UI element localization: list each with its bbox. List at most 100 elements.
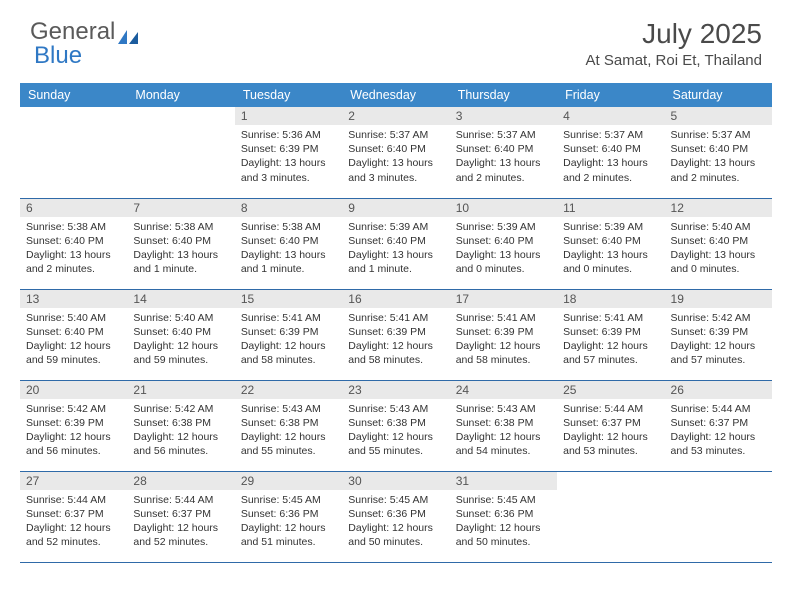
day-content: Sunrise: 5:40 AMSunset: 6:40 PMDaylight:… [20,308,127,372]
day-number: 4 [557,107,664,125]
day-content: Sunrise: 5:45 AMSunset: 6:36 PMDaylight:… [450,490,557,554]
day-content: Sunrise: 5:36 AMSunset: 6:39 PMDaylight:… [235,125,342,189]
day-cell: 20Sunrise: 5:42 AMSunset: 6:39 PMDayligh… [20,380,127,471]
day-number: 23 [342,381,449,399]
day-cell: 21Sunrise: 5:42 AMSunset: 6:38 PMDayligh… [127,380,234,471]
day-content: Sunrise: 5:37 AMSunset: 6:40 PMDaylight:… [342,125,449,189]
header: General July 2025 At Samat, Roi Et, Thai… [0,0,792,77]
empty-cell [665,471,772,562]
logo-text-right: Blue [34,42,82,70]
day-content: Sunrise: 5:39 AMSunset: 6:40 PMDaylight:… [342,217,449,281]
day-content: Sunrise: 5:45 AMSunset: 6:36 PMDaylight:… [342,490,449,554]
day-number: 5 [665,107,772,125]
day-content: Sunrise: 5:41 AMSunset: 6:39 PMDaylight:… [235,308,342,372]
day-number: 13 [20,290,127,308]
day-number: 19 [665,290,772,308]
day-number: 30 [342,472,449,490]
calendar-body: 1Sunrise: 5:36 AMSunset: 6:39 PMDaylight… [20,107,772,562]
day-number: 11 [557,199,664,217]
day-content: Sunrise: 5:39 AMSunset: 6:40 PMDaylight:… [450,217,557,281]
day-content: Sunrise: 5:45 AMSunset: 6:36 PMDaylight:… [235,490,342,554]
day-content: Sunrise: 5:44 AMSunset: 6:37 PMDaylight:… [20,490,127,554]
day-content: Sunrise: 5:41 AMSunset: 6:39 PMDaylight:… [342,308,449,372]
day-number: 3 [450,107,557,125]
empty-cell [20,107,127,198]
day-cell: 6Sunrise: 5:38 AMSunset: 6:40 PMDaylight… [20,198,127,289]
day-content: Sunrise: 5:41 AMSunset: 6:39 PMDaylight:… [450,308,557,372]
day-cell: 24Sunrise: 5:43 AMSunset: 6:38 PMDayligh… [450,380,557,471]
day-content: Sunrise: 5:41 AMSunset: 6:39 PMDaylight:… [557,308,664,372]
day-cell: 26Sunrise: 5:44 AMSunset: 6:37 PMDayligh… [665,380,772,471]
logo-text-right-wrap: Blue [34,42,82,70]
day-cell: 10Sunrise: 5:39 AMSunset: 6:40 PMDayligh… [450,198,557,289]
day-cell: 19Sunrise: 5:42 AMSunset: 6:39 PMDayligh… [665,289,772,380]
day-cell: 30Sunrise: 5:45 AMSunset: 6:36 PMDayligh… [342,471,449,562]
day-number: 24 [450,381,557,399]
day-cell: 13Sunrise: 5:40 AMSunset: 6:40 PMDayligh… [20,289,127,380]
day-cell: 3Sunrise: 5:37 AMSunset: 6:40 PMDaylight… [450,107,557,198]
day-cell: 7Sunrise: 5:38 AMSunset: 6:40 PMDaylight… [127,198,234,289]
day-cell: 1Sunrise: 5:36 AMSunset: 6:39 PMDaylight… [235,107,342,198]
weekday-header: Saturday [665,83,772,107]
day-number: 7 [127,199,234,217]
day-content: Sunrise: 5:43 AMSunset: 6:38 PMDaylight:… [342,399,449,463]
day-number: 14 [127,290,234,308]
calendar: SundayMondayTuesdayWednesdayThursdayFrid… [20,83,772,563]
day-content: Sunrise: 5:44 AMSunset: 6:37 PMDaylight:… [665,399,772,463]
day-number: 8 [235,199,342,217]
day-number: 10 [450,199,557,217]
month-title: July 2025 [586,18,762,50]
title-block: July 2025 At Samat, Roi Et, Thailand [586,18,762,69]
weekday-header: Thursday [450,83,557,107]
day-cell: 8Sunrise: 5:38 AMSunset: 6:40 PMDaylight… [235,198,342,289]
calendar-header-row: SundayMondayTuesdayWednesdayThursdayFrid… [20,83,772,107]
weekday-header: Wednesday [342,83,449,107]
day-content: Sunrise: 5:42 AMSunset: 6:39 PMDaylight:… [20,399,127,463]
day-content: Sunrise: 5:38 AMSunset: 6:40 PMDaylight:… [127,217,234,281]
day-content: Sunrise: 5:44 AMSunset: 6:37 PMDaylight:… [557,399,664,463]
day-cell: 9Sunrise: 5:39 AMSunset: 6:40 PMDaylight… [342,198,449,289]
day-cell: 23Sunrise: 5:43 AMSunset: 6:38 PMDayligh… [342,380,449,471]
day-cell: 22Sunrise: 5:43 AMSunset: 6:38 PMDayligh… [235,380,342,471]
day-cell: 14Sunrise: 5:40 AMSunset: 6:40 PMDayligh… [127,289,234,380]
day-content: Sunrise: 5:37 AMSunset: 6:40 PMDaylight:… [450,125,557,189]
day-number: 20 [20,381,127,399]
day-content: Sunrise: 5:40 AMSunset: 6:40 PMDaylight:… [127,308,234,372]
day-number: 17 [450,290,557,308]
day-number: 21 [127,381,234,399]
day-cell: 2Sunrise: 5:37 AMSunset: 6:40 PMDaylight… [342,107,449,198]
day-number: 6 [20,199,127,217]
day-content: Sunrise: 5:38 AMSunset: 6:40 PMDaylight:… [235,217,342,281]
day-number: 25 [557,381,664,399]
day-content: Sunrise: 5:39 AMSunset: 6:40 PMDaylight:… [557,217,664,281]
day-cell: 5Sunrise: 5:37 AMSunset: 6:40 PMDaylight… [665,107,772,198]
day-content: Sunrise: 5:43 AMSunset: 6:38 PMDaylight:… [235,399,342,463]
day-number: 31 [450,472,557,490]
day-number: 29 [235,472,342,490]
empty-cell [127,107,234,198]
day-number: 16 [342,290,449,308]
day-cell: 15Sunrise: 5:41 AMSunset: 6:39 PMDayligh… [235,289,342,380]
weekday-header: Sunday [20,83,127,107]
weekday-header: Friday [557,83,664,107]
empty-cell [557,471,664,562]
day-cell: 11Sunrise: 5:39 AMSunset: 6:40 PMDayligh… [557,198,664,289]
day-cell: 29Sunrise: 5:45 AMSunset: 6:36 PMDayligh… [235,471,342,562]
logo-sail-icon [117,24,139,40]
day-number: 27 [20,472,127,490]
day-number: 15 [235,290,342,308]
day-number: 26 [665,381,772,399]
day-number: 1 [235,107,342,125]
day-cell: 4Sunrise: 5:37 AMSunset: 6:40 PMDaylight… [557,107,664,198]
day-content: Sunrise: 5:43 AMSunset: 6:38 PMDaylight:… [450,399,557,463]
day-cell: 17Sunrise: 5:41 AMSunset: 6:39 PMDayligh… [450,289,557,380]
day-content: Sunrise: 5:37 AMSunset: 6:40 PMDaylight:… [557,125,664,189]
day-cell: 28Sunrise: 5:44 AMSunset: 6:37 PMDayligh… [127,471,234,562]
day-number: 2 [342,107,449,125]
day-content: Sunrise: 5:42 AMSunset: 6:38 PMDaylight:… [127,399,234,463]
day-cell: 31Sunrise: 5:45 AMSunset: 6:36 PMDayligh… [450,471,557,562]
day-number: 9 [342,199,449,217]
day-number: 22 [235,381,342,399]
weekday-header: Tuesday [235,83,342,107]
day-cell: 16Sunrise: 5:41 AMSunset: 6:39 PMDayligh… [342,289,449,380]
